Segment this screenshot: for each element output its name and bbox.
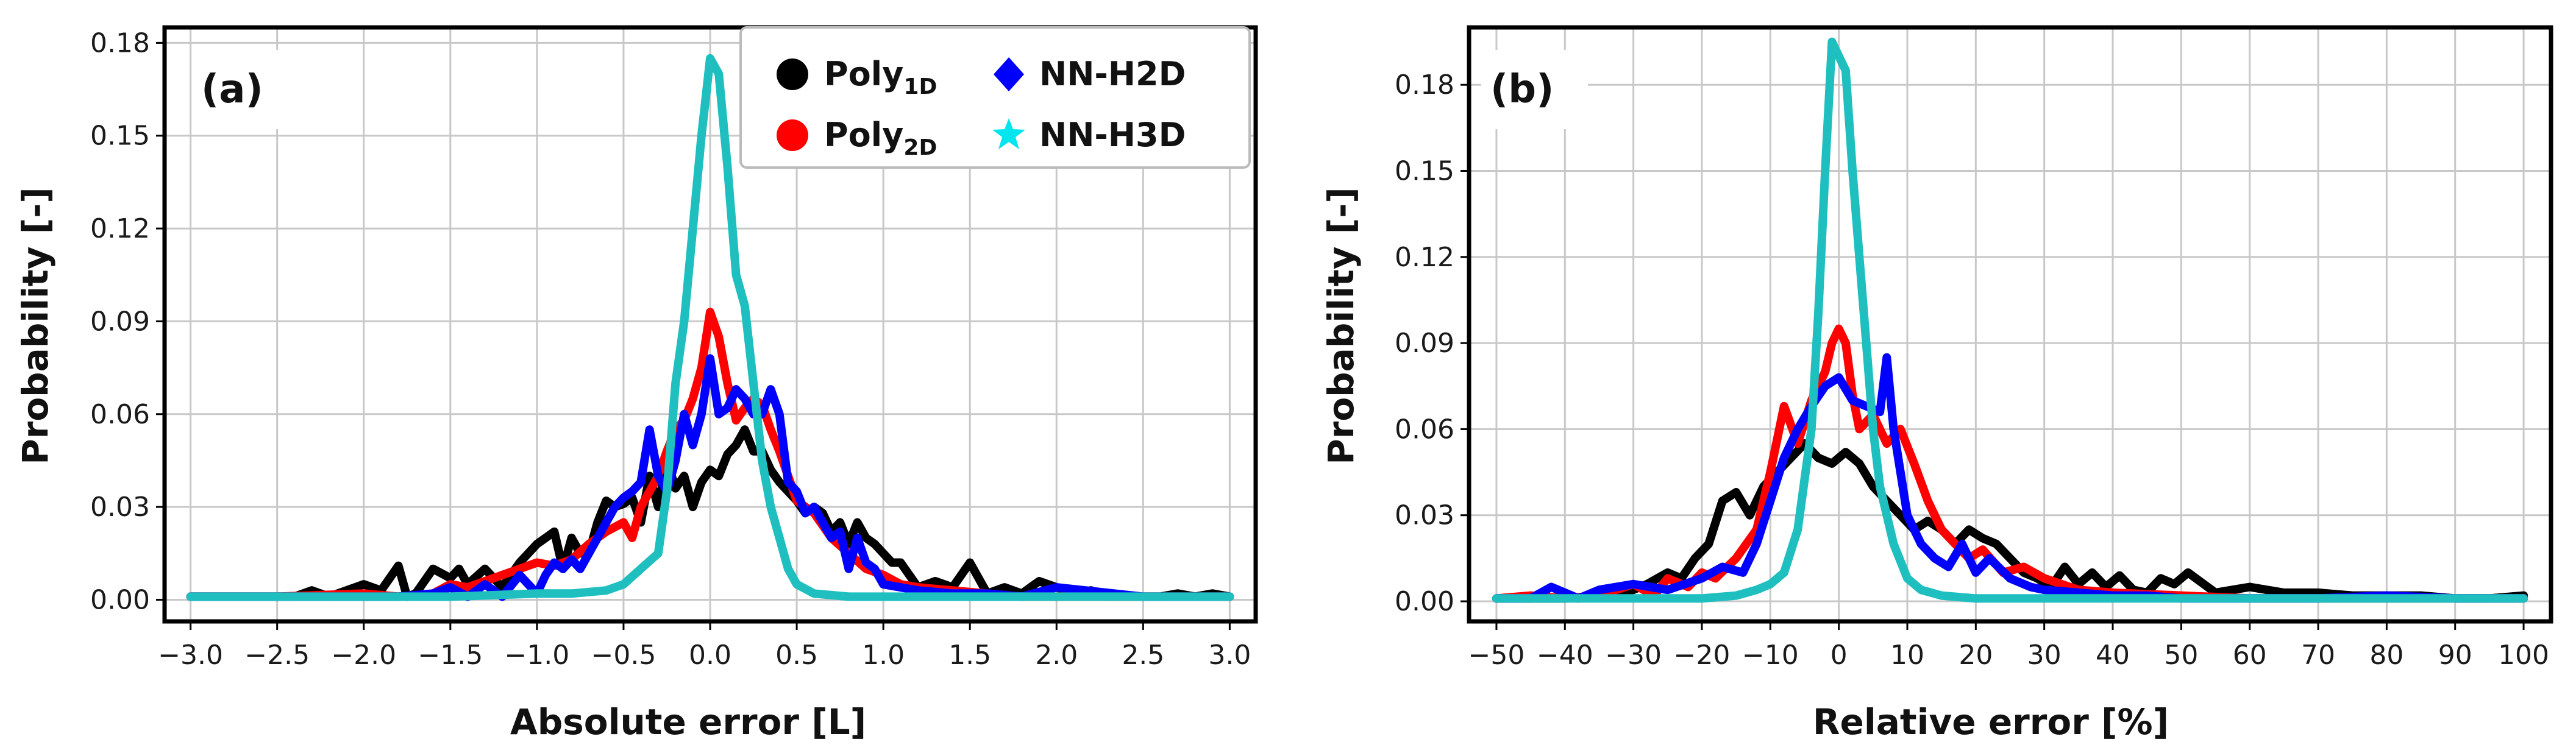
panel-b-x-tick-label-13: 80 [2369, 640, 2403, 671]
panel-b-x-tick-label-6: 10 [1890, 640, 1924, 671]
panel-a-x-tick-label-10: 2.0 [1035, 640, 1078, 671]
panel-a-series-nn-h3d [186, 54, 1234, 601]
panel-a-y-tick-label-3: 0.09 [90, 306, 150, 337]
panel-a-x-tick-label-9: 1.5 [948, 640, 991, 671]
panel-a-y-tick-label-6: 0.18 [90, 27, 150, 58]
panel-b-x-tick-label-11: 60 [2233, 640, 2267, 671]
panel-b-y-ticks: 0.00 0.03 0.06 0.09 0.12 0.15 0.18 [1395, 69, 1469, 617]
panel-a-x-tick-label-4: −1.0 [504, 640, 569, 671]
panel-b-tag-box [1481, 50, 1588, 129]
legend-marker-poly1d [777, 58, 808, 90]
panel-a-x-tick-label-11: 2.5 [1122, 640, 1164, 671]
panel-b-series-nn-h3d [1492, 37, 2528, 603]
panel-b-y-label: Probability [-] [1320, 187, 1362, 465]
panel-b-y-tick-label-4: 0.12 [1395, 242, 1454, 273]
legend-item-poly2d: Poly2D [777, 116, 937, 160]
panel-a-y-tick-label-5: 0.15 [90, 121, 150, 152]
panel-b-x-tick-label-14: 90 [2438, 640, 2472, 671]
legend-item-poly1d: Poly1D [777, 55, 937, 99]
panel-b-y-tick-label-0: 0.00 [1395, 586, 1454, 617]
legend-label-poly2d: Poly2D [824, 116, 937, 160]
legend-item-nn-h2d: NN-H2D [994, 55, 1186, 93]
panel-a-y-tick-label-4: 0.12 [90, 213, 150, 244]
panel-b-x-tick-label-1: −40 [1537, 640, 1593, 671]
panel-a: −3.0 −2.5 −2.0 −1.5 −1.0 −0.5 0.0 0.5 1.0 1.5 2.0 2… [15, 25, 1258, 743]
panel-b-x-tick-label-15: 100 [2498, 640, 2549, 671]
legend: Poly1D Poly2D NN-H2D NN-H3D [739, 26, 1251, 169]
panel-b-x-tick-label-0: −50 [1468, 640, 1525, 671]
panel-a-x-tick-label-5: −0.5 [591, 640, 656, 671]
panel-b-y-tick-label-5: 0.15 [1395, 156, 1454, 187]
panel-b-tag: (b) [1490, 67, 1554, 112]
panel-a-x-tick-label-2: −2.0 [331, 640, 396, 671]
legend-marker-nn-h3d [992, 118, 1025, 149]
panel-a-y-label: Probability [-] [15, 187, 56, 465]
panel-a-x-ticks: −3.0 −2.5 −2.0 −1.5 −1.0 −0.5 0.0 0.5 1.0 1.5 2.0 2… [158, 621, 1251, 671]
panel-a-frame [162, 25, 1258, 624]
legend-label-poly1d: Poly1D [824, 55, 937, 99]
panel-a-x-label: Absolute error [L] [510, 701, 866, 743]
panel-b-frame [1467, 25, 2553, 624]
panel-a-tag: (a) [201, 67, 263, 112]
panel-a-x-tick-label-0: −3.0 [158, 640, 223, 671]
panel-a-x-tick-label-12: 3.0 [1208, 640, 1251, 671]
legend-marker-poly2d [777, 119, 808, 151]
panel-a-series-poly1d [186, 425, 1234, 601]
legend-marker-nn-h2d [994, 57, 1024, 91]
panel-b-x-tick-label-5: 0 [1831, 640, 1848, 671]
panel-b-y-tick-label-1: 0.03 [1395, 500, 1454, 531]
panel-b: −50 −40 −30 −20 −10 0 10 20 30 40 50 60 70 80 90 100 0.… [1320, 25, 2553, 743]
panel-b-x-tick-label-10: 50 [2164, 640, 2198, 671]
legend-label-nn-h2d: NN-H2D [1039, 55, 1186, 93]
panel-a-x-tick-label-6: 0.0 [689, 640, 731, 671]
panel-a-y-tick-label-2: 0.06 [90, 399, 150, 430]
panel-a-series [186, 54, 1234, 601]
panel-a-y-tick-label-0: 0.00 [90, 584, 150, 615]
panel-b-x-tick-label-3: −20 [1674, 640, 1731, 671]
panel-b-x-label: Relative error [%] [1813, 701, 2169, 743]
panel-b-x-tick-label-12: 70 [2301, 640, 2335, 671]
panel-b-x-tick-label-9: 40 [2096, 640, 2130, 671]
panel-a-x-tick-label-8: 1.0 [862, 640, 905, 671]
legend-box [739, 26, 1251, 169]
panel-b-x-tick-label-7: 20 [1959, 640, 1993, 671]
panel-b-y-tick-label-6: 0.18 [1395, 69, 1454, 101]
panel-b-series [1492, 37, 2528, 603]
legend-label-nn-h3d: NN-H3D [1039, 116, 1186, 154]
panel-b-x-tick-label-2: −30 [1605, 640, 1662, 671]
panel-a-tag-box [192, 50, 299, 129]
panel-a-x-tick-label-3: −1.5 [418, 640, 483, 671]
panel-a-series-nn-h2d [186, 354, 1234, 601]
panel-b-x-tick-label-8: 30 [2027, 640, 2062, 671]
panel-b-y-tick-label-2: 0.06 [1395, 414, 1454, 445]
panel-a-x-tick-label-7: 0.5 [775, 640, 818, 671]
legend-item-nn-h3d: NN-H3D [992, 116, 1186, 154]
panel-b-x-tick-label-4: −10 [1742, 640, 1799, 671]
panel-a-y-tick-label-1: 0.03 [90, 492, 150, 523]
panel-a-x-tick-label-1: −2.5 [244, 640, 310, 671]
panel-b-y-tick-label-3: 0.09 [1395, 328, 1454, 359]
panel-a-y-ticks: 0.00 0.03 0.06 0.09 0.12 0.15 0.18 [90, 27, 165, 615]
